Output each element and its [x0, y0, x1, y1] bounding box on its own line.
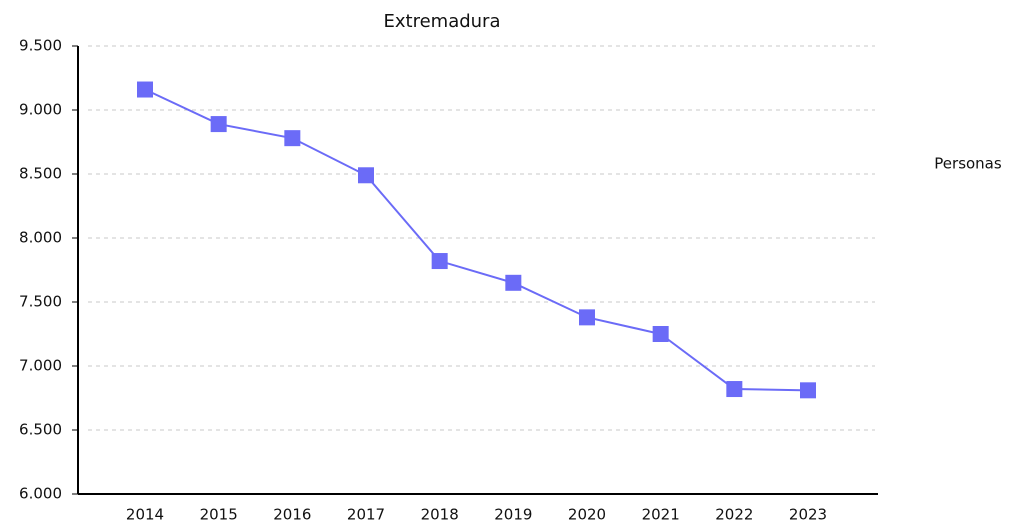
y-tick-label: 8.000 — [19, 229, 62, 247]
data-point — [137, 81, 153, 98]
y-tick-label: 6.000 — [19, 485, 62, 503]
data-point — [726, 381, 743, 398]
y-tick-label: 6.500 — [19, 421, 62, 439]
legend-label: Personas — [934, 155, 1002, 173]
data-point — [800, 382, 816, 399]
x-tick-label: 2021 — [642, 506, 680, 524]
x-tick-label: 2015 — [200, 506, 238, 524]
y-tick-label: 7.000 — [19, 357, 62, 375]
x-tick-label: 2018 — [421, 506, 459, 524]
data-point — [579, 309, 595, 326]
data-point — [358, 167, 374, 184]
chart-title: Extremadura — [384, 11, 501, 32]
y-tick-label: 7.500 — [19, 293, 62, 311]
x-tick-label: 2014 — [126, 506, 164, 524]
data-point — [505, 274, 522, 291]
x-tick-label: 2022 — [715, 506, 753, 524]
y-tick-label: 9.000 — [19, 101, 62, 119]
y-tick-label: 8.500 — [19, 165, 62, 183]
data-point — [210, 116, 227, 133]
x-tick-label: 2017 — [347, 506, 385, 524]
x-tick-label: 2023 — [789, 506, 827, 524]
series-line — [144, 88, 809, 392]
data-point — [431, 253, 448, 270]
x-tick-label: 2020 — [568, 506, 606, 524]
data-point — [652, 326, 669, 342]
x-tick-label: 2016 — [273, 506, 311, 524]
y-tick-label: 9.500 — [19, 37, 62, 55]
data-point — [284, 130, 301, 147]
x-tick-label: 2019 — [494, 506, 532, 524]
